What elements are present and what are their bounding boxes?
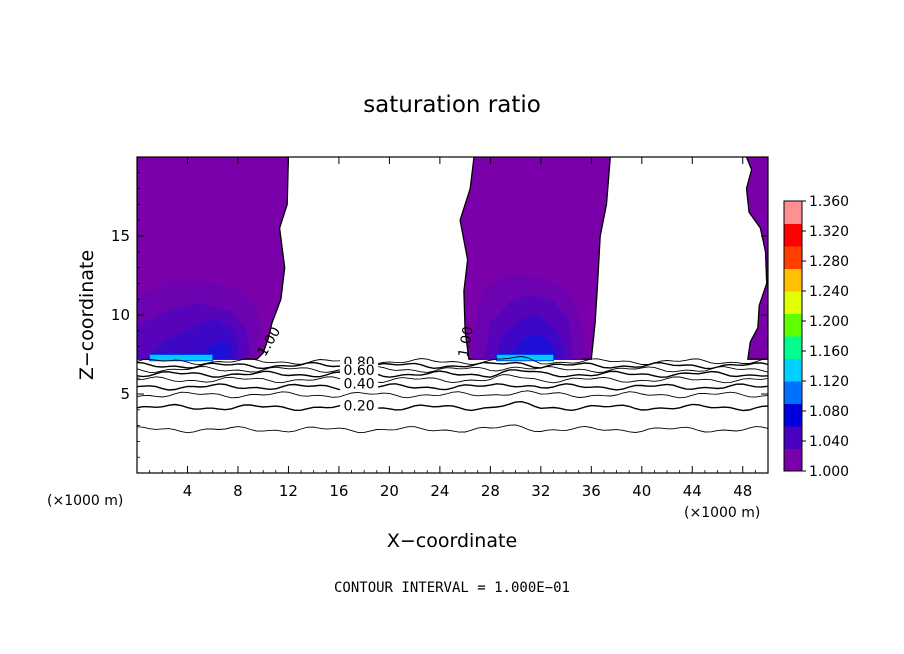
colorbar-tick-label-9: 1.360 bbox=[809, 194, 849, 210]
contour-label-bg-3 bbox=[340, 399, 379, 414]
colorbar-tick-label-8: 1.320 bbox=[809, 224, 849, 240]
colorbar-segment-3 bbox=[784, 381, 802, 404]
supersaturation-layers bbox=[137, 275, 584, 362]
colorbar-tick-label-2: 1.080 bbox=[809, 404, 849, 420]
y-axis: 5 10 15 bbox=[111, 172, 768, 458]
contour-label-1: 0.60 bbox=[344, 363, 375, 379]
x-tick-label-12: 12 bbox=[279, 482, 298, 500]
colorbar-segment-2 bbox=[784, 403, 802, 427]
colorbar-segment-0 bbox=[784, 448, 802, 472]
x-tick-label-40: 40 bbox=[632, 482, 651, 500]
x-tick-label-44: 44 bbox=[683, 482, 702, 500]
x-tick-label-16: 16 bbox=[329, 482, 348, 500]
colorbar-tick-label-6: 1.240 bbox=[809, 284, 849, 300]
colorbar-frame bbox=[783, 200, 803, 472]
plot-area bbox=[137, 157, 768, 434]
colorbar-segment-11 bbox=[784, 201, 802, 224]
y-tick-label-15: 15 bbox=[111, 227, 130, 245]
contour-label-5: 1.00 bbox=[456, 325, 477, 358]
contour-line-0.3 bbox=[137, 390, 768, 399]
contour-label-bg-1 bbox=[340, 364, 379, 379]
x-tick-label-20: 20 bbox=[380, 482, 399, 500]
x-tick-label-24: 24 bbox=[430, 482, 449, 500]
supersaturation-layer-left-4 bbox=[149, 354, 214, 362]
colorbar-tick-label-7: 1.280 bbox=[809, 254, 849, 270]
contour-label-2: 0.40 bbox=[344, 377, 375, 393]
contour-interval-footer: CONTOUR INTERVAL = 1.000E−01 bbox=[334, 580, 570, 596]
x-axis-label: X−coordinate bbox=[387, 530, 517, 552]
x-tick-label-48: 48 bbox=[733, 482, 752, 500]
contour-line-0.2 bbox=[137, 400, 768, 412]
x-unit-left: (×1000 m) bbox=[47, 493, 123, 509]
contour-line-0.6 bbox=[137, 369, 768, 378]
supersaturation-layer-middle-8 bbox=[509, 334, 556, 360]
y-tick-label-10: 10 bbox=[111, 306, 130, 324]
colorbar-segment-5 bbox=[784, 336, 802, 359]
contour-line-0.9 bbox=[137, 356, 768, 366]
x-tick-label-36: 36 bbox=[582, 482, 601, 500]
contour-label-bg-2 bbox=[340, 377, 379, 392]
x-tick-label-28: 28 bbox=[481, 482, 500, 500]
chart-title: saturation ratio bbox=[363, 92, 541, 118]
colorbar-segment-4 bbox=[784, 358, 802, 382]
colorbar-tick-label-1: 1.040 bbox=[809, 434, 849, 450]
colorbar-segment-10 bbox=[784, 223, 802, 247]
contour-line-0.7 bbox=[137, 365, 768, 373]
contour-line-0.5 bbox=[137, 374, 768, 384]
contour-labels: 0.800.600.400.201.00 1.00 bbox=[255, 324, 477, 414]
x-tick-label-32: 32 bbox=[531, 482, 550, 500]
colorbar-tick-label-3: 1.120 bbox=[809, 374, 849, 390]
colorbar-segment-6 bbox=[784, 313, 802, 337]
colorbar-segment-7 bbox=[784, 291, 802, 314]
y-tick-label-5: 5 bbox=[120, 385, 130, 403]
contour-line-0.4 bbox=[137, 383, 768, 391]
x-tick-label-8: 8 bbox=[233, 482, 243, 500]
contour-label-3: 0.20 bbox=[344, 399, 375, 415]
y-axis-label: Z−coordinate bbox=[76, 250, 98, 380]
contour-lines bbox=[137, 356, 768, 434]
colorbar-segment-8 bbox=[784, 268, 802, 292]
x-tick-label-4: 4 bbox=[183, 482, 193, 500]
x-axis: 4 8 12 16 20 24 28 32 36 40 44 48 bbox=[149, 157, 756, 500]
colorbar-segment-1 bbox=[784, 426, 802, 449]
colorbar: 1.000 1.040 1.080 1.120 1.160 1.200 1.240 1.280… bbox=[783, 194, 849, 480]
contour-line-0.8 bbox=[137, 361, 768, 370]
colorbar-tick-label-4: 1.160 bbox=[809, 344, 849, 360]
colorbar-tick-label-5: 1.200 bbox=[809, 314, 849, 330]
colorbar-segment-9 bbox=[784, 246, 802, 269]
contour-line-0.1 bbox=[137, 424, 768, 434]
colorbar-tick-label-0: 1.000 bbox=[809, 464, 849, 480]
x-unit-right: (×1000 m) bbox=[684, 505, 760, 521]
